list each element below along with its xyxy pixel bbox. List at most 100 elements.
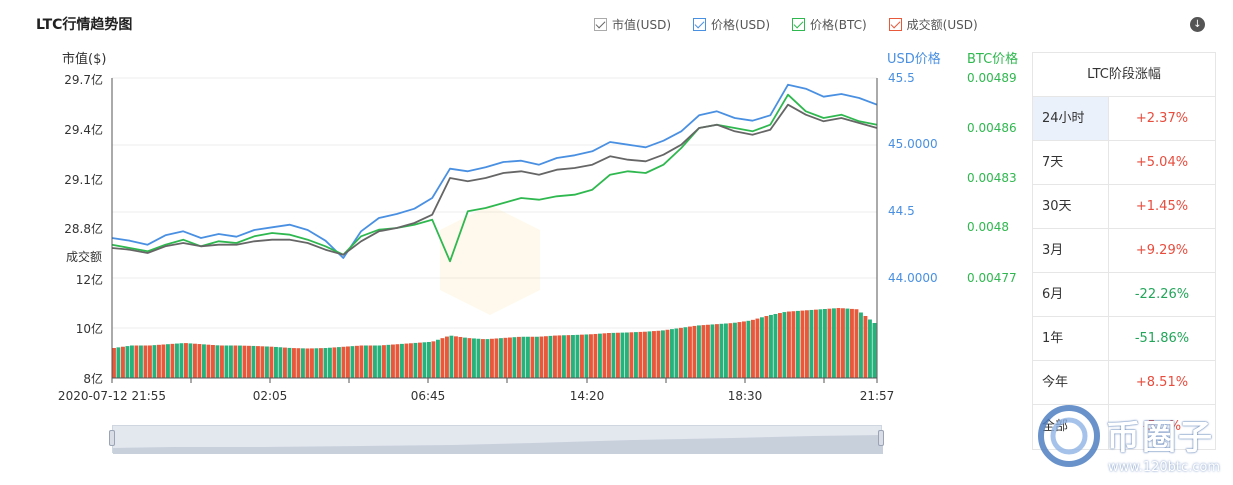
period-change-value: -5…% [1142, 419, 1182, 434]
volume-bar [476, 338, 481, 378]
volume-bar [337, 347, 341, 378]
legend-item-price-usd[interactable]: 价格(USD) [693, 16, 770, 33]
volume-bar [832, 308, 836, 378]
volume-bar [238, 345, 242, 378]
volume-bar [247, 345, 251, 378]
volume-bar [314, 348, 319, 378]
period-row[interactable]: 24小时 +2.37% [1033, 97, 1215, 141]
volume-bar [764, 316, 769, 378]
volume-bar [715, 324, 719, 378]
volume-bar [355, 345, 359, 378]
period-label: 24小时 [1033, 97, 1109, 140]
volume-bar [197, 344, 202, 378]
period-row[interactable]: 全部 -5…% [1033, 405, 1215, 449]
checkbox-icon[interactable] [594, 18, 607, 31]
volume-bar [638, 331, 643, 378]
period-row[interactable]: 30天 +1.45% [1033, 185, 1215, 229]
volume-bar [697, 325, 701, 378]
volume-bar [445, 336, 449, 378]
volume-bar [724, 323, 728, 378]
volume-bar [818, 309, 823, 378]
volume-bar [863, 316, 868, 378]
usd-tick: 44.5 [888, 204, 915, 218]
period-change-value: +9.29% [1135, 243, 1189, 258]
volume-bar [733, 322, 737, 378]
volume-bar [283, 347, 287, 378]
volume-bar [620, 332, 625, 378]
volume-bar [872, 323, 877, 378]
range-slider-handle-left[interactable] [109, 430, 115, 446]
volume-bar [499, 338, 503, 378]
series-line [111, 83, 878, 259]
legend-item-volume[interactable]: 成交额(USD) [888, 16, 978, 33]
btc-tick: 0.0048 [967, 220, 1009, 234]
legend-item-price-btc[interactable]: 价格(BTC) [792, 16, 867, 33]
period-row[interactable]: 6月 -22.26% [1033, 273, 1215, 317]
volume-bar [463, 337, 467, 378]
volume-bar [161, 344, 166, 378]
volume-bar [548, 335, 553, 378]
period-row[interactable]: 今年 +8.51% [1033, 361, 1215, 405]
series-line [111, 93, 878, 263]
period-change-value: +8.51% [1135, 375, 1189, 390]
volume-bar [481, 339, 485, 378]
period-change-value: -51.86% [1134, 331, 1190, 346]
volume-bar [751, 319, 755, 378]
volume-bar [296, 348, 301, 378]
volume-bar [859, 312, 863, 378]
volume-bar [760, 317, 764, 378]
volume-bar [571, 335, 575, 378]
period-change-table: LTC阶段涨幅 24小时 +2.37% 7天 +5.04% 30天 +1.45% 3月 +9.… [1032, 52, 1216, 450]
checkbox-icon[interactable] [792, 18, 806, 31]
volume-bar [202, 344, 206, 378]
volume-bar [805, 310, 809, 378]
volume-bar [364, 345, 368, 378]
volume-bar [251, 345, 256, 378]
volume-bar [778, 313, 782, 378]
volume-bar [332, 347, 337, 378]
volume-bar [269, 346, 274, 378]
volume-bar [670, 329, 674, 378]
period-row[interactable]: 3月 +9.29% [1033, 229, 1215, 273]
volume-bar [854, 309, 859, 378]
legend: 市值(USD) 价格(USD) 价格(BTC) 成交额(USD) [594, 16, 1000, 33]
range-slider-handle-right[interactable] [878, 430, 884, 446]
volume-bar [526, 336, 530, 378]
legend-label: 成交额(USD) [906, 18, 978, 32]
volume-bar [472, 338, 476, 378]
market-cap-tick: 29.7亿 [64, 73, 103, 87]
period-row[interactable]: 1年 -51.86% [1033, 317, 1215, 361]
volume-bar [845, 308, 850, 378]
volume-bar [391, 344, 395, 378]
volume-bar [656, 330, 661, 378]
checkbox-icon[interactable] [888, 18, 902, 31]
price-lines [111, 83, 878, 263]
volume-bar [530, 336, 535, 378]
btc-tick: 0.00483 [967, 171, 1017, 185]
download-icon[interactable]: ↓ [1190, 17, 1205, 32]
volume-bar [287, 347, 292, 378]
volume-bar [809, 309, 814, 378]
volume-bar [184, 343, 188, 378]
volume-bar [449, 335, 454, 378]
volume-bar [265, 346, 269, 378]
volume-bar [647, 331, 652, 378]
x-tick: 14:20 [569, 389, 605, 403]
volume-bar [382, 345, 386, 378]
checkbox-icon[interactable] [693, 18, 707, 31]
volume-bar [701, 325, 706, 378]
range-slider-track[interactable] [112, 425, 883, 454]
volume-bar [341, 346, 346, 378]
volume-bar [179, 343, 184, 378]
x-tick: 06:45 [410, 389, 446, 403]
volume-bar [148, 345, 152, 378]
volume-bar [719, 323, 724, 378]
x-tick: 21:57 [859, 389, 895, 403]
legend-item-market-cap[interactable]: 市值(USD) [594, 16, 671, 33]
volume-bar [427, 341, 431, 378]
volume-bar [359, 345, 364, 378]
volume-bar [134, 345, 139, 378]
volume-axis-title: 成交额 [66, 250, 103, 264]
period-row[interactable]: 7天 +5.04% [1033, 141, 1215, 185]
btc-tick: 0.00486 [967, 121, 1017, 135]
